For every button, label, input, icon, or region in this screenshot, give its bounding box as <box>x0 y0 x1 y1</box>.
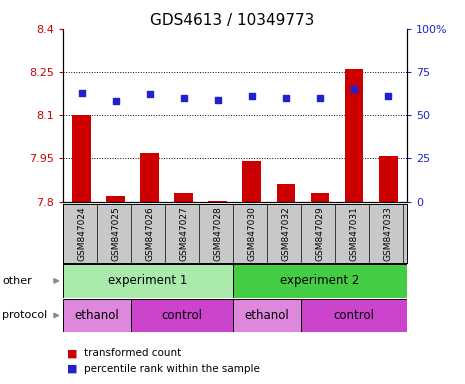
Text: GSM847025: GSM847025 <box>111 207 120 261</box>
Text: GSM847029: GSM847029 <box>315 207 325 261</box>
Bar <box>379 156 398 202</box>
Text: GSM847026: GSM847026 <box>145 207 154 261</box>
Bar <box>72 115 91 202</box>
Text: ethanol: ethanol <box>245 309 290 322</box>
Bar <box>345 69 364 202</box>
Point <box>112 98 120 104</box>
Text: protocol: protocol <box>2 310 47 321</box>
Bar <box>106 196 125 202</box>
Point <box>78 90 85 96</box>
Text: GSM847031: GSM847031 <box>350 207 359 262</box>
Bar <box>63 264 233 298</box>
Bar <box>63 299 131 332</box>
Bar <box>233 299 301 332</box>
Point <box>385 93 392 99</box>
Text: ■: ■ <box>67 364 78 374</box>
Text: ■: ■ <box>67 348 78 358</box>
Text: transformed count: transformed count <box>84 348 181 358</box>
Text: percentile rank within the sample: percentile rank within the sample <box>84 364 259 374</box>
Bar <box>277 184 295 202</box>
Point <box>180 95 187 101</box>
Text: GSM847024: GSM847024 <box>77 207 86 261</box>
Text: GSM847028: GSM847028 <box>213 207 222 261</box>
Point <box>248 93 256 99</box>
Text: ethanol: ethanol <box>74 309 119 322</box>
Point <box>282 95 290 101</box>
Bar <box>140 152 159 202</box>
Text: control: control <box>161 309 203 322</box>
Point <box>316 95 324 101</box>
Bar <box>174 193 193 202</box>
Point <box>350 86 358 92</box>
Point <box>146 91 153 98</box>
Bar <box>242 161 261 202</box>
Bar <box>301 299 407 332</box>
Text: GSM847027: GSM847027 <box>179 207 188 261</box>
Text: control: control <box>333 309 375 322</box>
Text: experiment 2: experiment 2 <box>280 275 360 287</box>
Text: other: other <box>2 276 32 286</box>
Text: experiment 1: experiment 1 <box>108 275 188 287</box>
Text: GSM847033: GSM847033 <box>384 207 392 262</box>
Bar <box>311 193 329 202</box>
Text: GDS4613 / 10349773: GDS4613 / 10349773 <box>150 13 315 28</box>
Text: GSM847030: GSM847030 <box>247 207 256 262</box>
Bar <box>233 264 407 298</box>
Text: GSM847032: GSM847032 <box>281 207 291 261</box>
Point <box>214 96 221 103</box>
Bar <box>131 299 233 332</box>
